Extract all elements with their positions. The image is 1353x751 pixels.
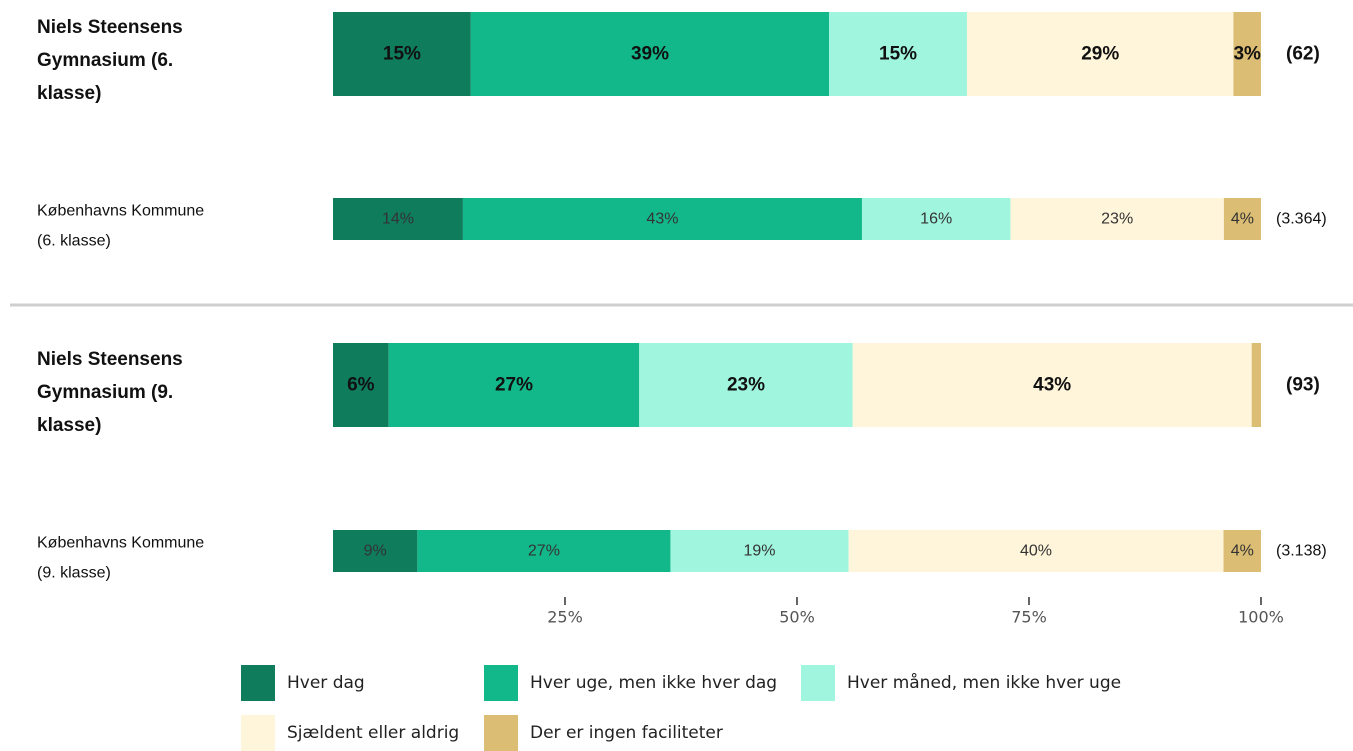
data-label: 16% [920,211,952,228]
bar-segment [462,198,862,240]
bar-segment [848,530,1224,572]
data-label: 15% [383,44,421,65]
data-label: 43% [1033,375,1071,396]
legend-item: Sjældent eller aldrig [241,715,459,751]
data-label: 40% [1020,543,1052,560]
data-label: 27% [528,543,560,560]
bar-segment [333,12,471,96]
row-label: Gymnasium (9. [37,382,173,403]
row-label: klasse) [37,83,101,104]
sample-size-label: (93) [1286,375,1320,396]
data-label: 29% [1081,44,1119,65]
bar-segment [417,530,671,572]
data-label: 23% [727,375,765,396]
x-tick-label: 50% [779,608,815,627]
data-label: 4% [1231,543,1254,560]
legend-label: Hver dag [287,673,365,693]
data-label: 23% [1101,211,1133,228]
row-label: (9. klasse) [37,564,111,581]
legend-label: Der er ingen faciliteter [530,723,723,743]
data-label: 15% [879,44,917,65]
data-label: 3% [1233,44,1261,65]
data-label: 14% [382,211,414,228]
bar-segment [1251,343,1261,427]
legend-item: Hver uge, men ikke hver dag [484,665,777,701]
sample-size-label: (3.364) [1276,211,1327,228]
bar-segment [333,198,463,240]
legend-label: Hver måned, men ikke hver uge [847,673,1122,693]
data-label: 4% [1231,211,1254,228]
legend-swatch [241,665,275,701]
bar-segment [470,12,830,96]
row-label: Københavns Kommune [37,202,204,219]
legend-swatch [484,715,518,751]
x-tick-label: 75% [1011,608,1047,627]
data-label: 6% [347,375,375,396]
legend-label: Sjældent eller aldrig [287,723,460,743]
bar-segment [966,12,1234,96]
row-label: Niels Steensens [37,349,183,370]
legend-label: Hver uge, men ikke hver dag [530,673,778,693]
bar-segment [1223,530,1261,572]
row-label: Københavns Kommune [37,534,204,551]
bar-segment [388,343,640,427]
sample-size-label: (3.138) [1276,543,1327,560]
legend-swatch [241,715,275,751]
bar-segment [861,198,1011,240]
bar-segment [639,343,853,427]
data-label: 19% [743,543,775,560]
bar-segment [670,530,849,572]
bar-segment [1010,198,1224,240]
data-label: 39% [631,44,669,65]
data-label: 43% [646,211,678,228]
bar-segment [333,343,389,427]
bar-segment [852,343,1252,427]
data-label: 27% [495,375,533,396]
legend-item: Hver måned, men ikke hver uge [801,665,1121,701]
row-label: klasse) [37,415,101,436]
sample-size-label: (62) [1286,44,1320,65]
bar-segment [829,12,967,96]
bar-segment [333,530,418,572]
legend-item: Hver dag [241,665,365,701]
bar-segment [1233,12,1261,96]
row-label: (6. klasse) [37,232,111,249]
row-label: Gymnasium (6. [37,50,173,71]
x-tick-label: 25% [547,608,583,627]
data-label: 9% [364,543,387,560]
row-label: Niels Steensens [37,17,183,38]
legend-item: Der er ingen faciliteter [484,715,723,751]
bar-segment [1223,198,1261,240]
legend-swatch [801,665,835,701]
legend-swatch [484,665,518,701]
chart-legend: Hver dag Hver uge, men ikke hver dag Hver … [241,665,1221,751]
x-tick-label: 100% [1238,608,1284,627]
